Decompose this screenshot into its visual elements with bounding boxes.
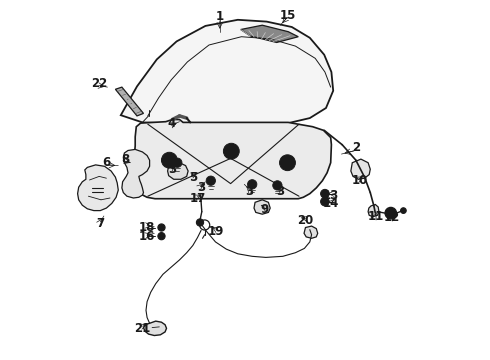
- Circle shape: [223, 143, 239, 159]
- Text: 16: 16: [139, 230, 155, 243]
- Text: 4: 4: [167, 117, 175, 130]
- Text: 13: 13: [322, 189, 339, 202]
- Circle shape: [247, 180, 257, 189]
- Polygon shape: [134, 120, 331, 199]
- Polygon shape: [122, 149, 149, 198]
- Text: 10: 10: [351, 174, 368, 187]
- Circle shape: [320, 189, 329, 198]
- Polygon shape: [144, 321, 167, 336]
- Text: 1: 1: [216, 10, 224, 23]
- Polygon shape: [351, 159, 370, 179]
- Text: 3: 3: [276, 185, 284, 198]
- Circle shape: [162, 152, 177, 168]
- Circle shape: [158, 224, 165, 231]
- Circle shape: [273, 181, 282, 190]
- Text: 3: 3: [197, 181, 205, 194]
- Circle shape: [400, 208, 406, 213]
- Polygon shape: [116, 87, 144, 116]
- Text: 18: 18: [139, 221, 155, 234]
- Circle shape: [158, 233, 165, 240]
- Circle shape: [275, 183, 280, 188]
- Polygon shape: [121, 20, 333, 123]
- Polygon shape: [77, 165, 118, 211]
- Circle shape: [206, 176, 216, 185]
- Circle shape: [320, 197, 329, 206]
- Text: 20: 20: [297, 214, 314, 227]
- Text: 9: 9: [261, 203, 269, 216]
- Circle shape: [250, 182, 255, 187]
- Text: 11: 11: [367, 210, 384, 223]
- Circle shape: [385, 207, 396, 219]
- Circle shape: [280, 155, 295, 171]
- Text: 7: 7: [96, 217, 104, 230]
- Text: 8: 8: [122, 153, 130, 166]
- Circle shape: [196, 219, 204, 226]
- Circle shape: [175, 160, 180, 165]
- Text: 5: 5: [189, 171, 197, 184]
- Text: 17: 17: [189, 192, 206, 205]
- Polygon shape: [304, 226, 318, 238]
- Text: 22: 22: [91, 77, 107, 90]
- Text: 3: 3: [168, 163, 176, 176]
- Text: 21: 21: [134, 322, 150, 335]
- Text: 12: 12: [384, 211, 400, 224]
- Polygon shape: [254, 200, 270, 214]
- Polygon shape: [241, 25, 298, 42]
- Circle shape: [166, 157, 173, 164]
- Circle shape: [284, 159, 291, 166]
- Circle shape: [172, 158, 182, 167]
- Text: 19: 19: [207, 225, 223, 238]
- Circle shape: [228, 148, 235, 155]
- Text: 14: 14: [322, 197, 339, 210]
- Text: 3: 3: [245, 185, 253, 198]
- Text: 15: 15: [279, 9, 295, 22]
- Text: 2: 2: [352, 141, 361, 154]
- Polygon shape: [368, 204, 379, 217]
- Text: 6: 6: [102, 156, 111, 169]
- Polygon shape: [168, 163, 188, 179]
- Circle shape: [208, 178, 213, 183]
